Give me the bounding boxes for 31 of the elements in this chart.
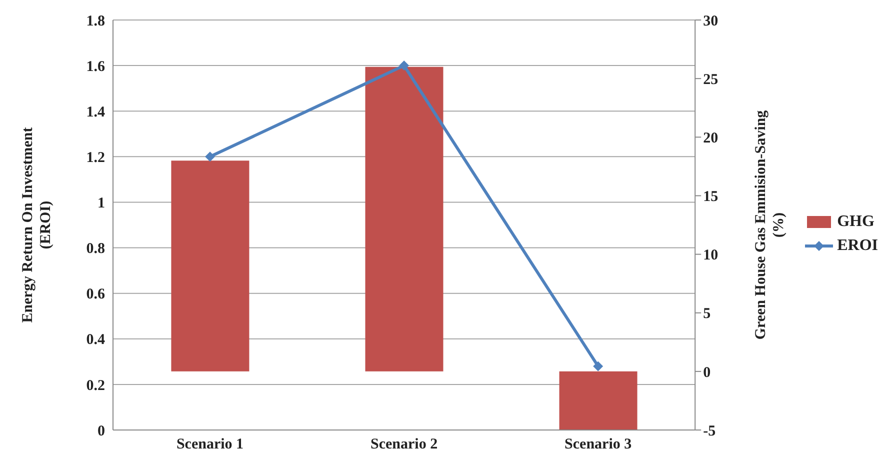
y-tick-label: 1.8 bbox=[86, 13, 105, 30]
y-axis-title: Energy Return On Investment (EROI) bbox=[20, 127, 54, 323]
y-tick-label: 1 bbox=[98, 196, 105, 212]
y-tick-label: 0.4 bbox=[86, 332, 106, 348]
x-tick-label: Scenario 2 bbox=[370, 436, 438, 453]
bar bbox=[559, 371, 638, 430]
legend-label: GHG bbox=[837, 213, 874, 231]
bar bbox=[171, 160, 250, 372]
y-tick-label: 0.8 bbox=[86, 241, 105, 258]
x-tick-label: Scenario 1 bbox=[176, 436, 244, 453]
y2-tick-label: -5 bbox=[703, 423, 716, 440]
y-tick-label: 1.6 bbox=[86, 58, 106, 75]
y2-tick-label: 20 bbox=[703, 130, 718, 146]
y-tick-label: 1.2 bbox=[86, 150, 105, 166]
y-tick-label: 0 bbox=[98, 423, 105, 440]
point bbox=[399, 60, 410, 71]
y-tick-label: 0.2 bbox=[86, 378, 105, 394]
y2-axis-title: Green House Gas Emmision-Saving (%) bbox=[753, 110, 788, 340]
y2-tick-label: 10 bbox=[703, 248, 718, 264]
legend-label: EROI bbox=[837, 237, 878, 255]
y2-tick-label: 0 bbox=[703, 364, 711, 381]
y2-tick-label: 15 bbox=[703, 189, 718, 206]
point bbox=[205, 152, 216, 162]
bar bbox=[365, 66, 444, 372]
y2-tick-label: 25 bbox=[703, 72, 718, 88]
x-tick-label: Scenario 3 bbox=[564, 436, 632, 453]
y-tick-label: 0.6 bbox=[86, 286, 106, 303]
y2-tick-label: 30 bbox=[703, 13, 718, 30]
point bbox=[593, 361, 604, 372]
y-tick-label: 1.4 bbox=[86, 104, 106, 120]
y2-tick-label: 5 bbox=[703, 306, 711, 322]
